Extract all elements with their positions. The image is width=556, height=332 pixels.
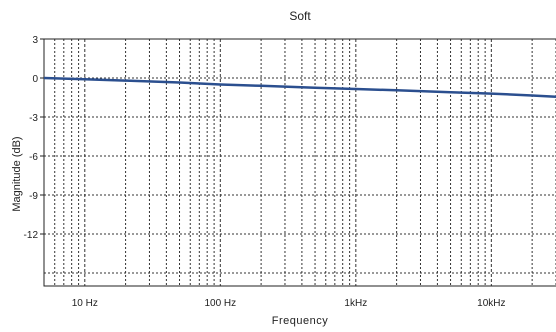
y-axis-label: Magnitude (dB) [11,136,23,211]
x-tick-label: 10kHz [477,298,505,309]
y-axis-ticks: 3 0 -3 -6 -9 -12 [24,35,44,241]
series-layer [43,76,556,99]
x-tick-label: 100 Hz [204,298,236,309]
series-line [43,76,556,99]
x-tick-label: 1kHz [344,298,367,309]
y-tick-label: -6 [29,152,38,163]
y-tick-label: -3 [29,113,38,124]
grid [43,38,556,286]
y-tick-label: -9 [29,191,38,202]
y-tick-label: 0 [32,74,38,85]
x-tick-label: 10 Hz [72,298,98,309]
chart-title: Soft [289,9,311,23]
x-axis-label: Frequency [272,315,328,327]
y-tick-label: 3 [32,35,38,46]
x-axis-ticks: 10 Hz 100 Hz 1kHz 10kHz [72,298,506,309]
plot-area [43,38,556,287]
y-tick-label: -12 [24,230,39,241]
